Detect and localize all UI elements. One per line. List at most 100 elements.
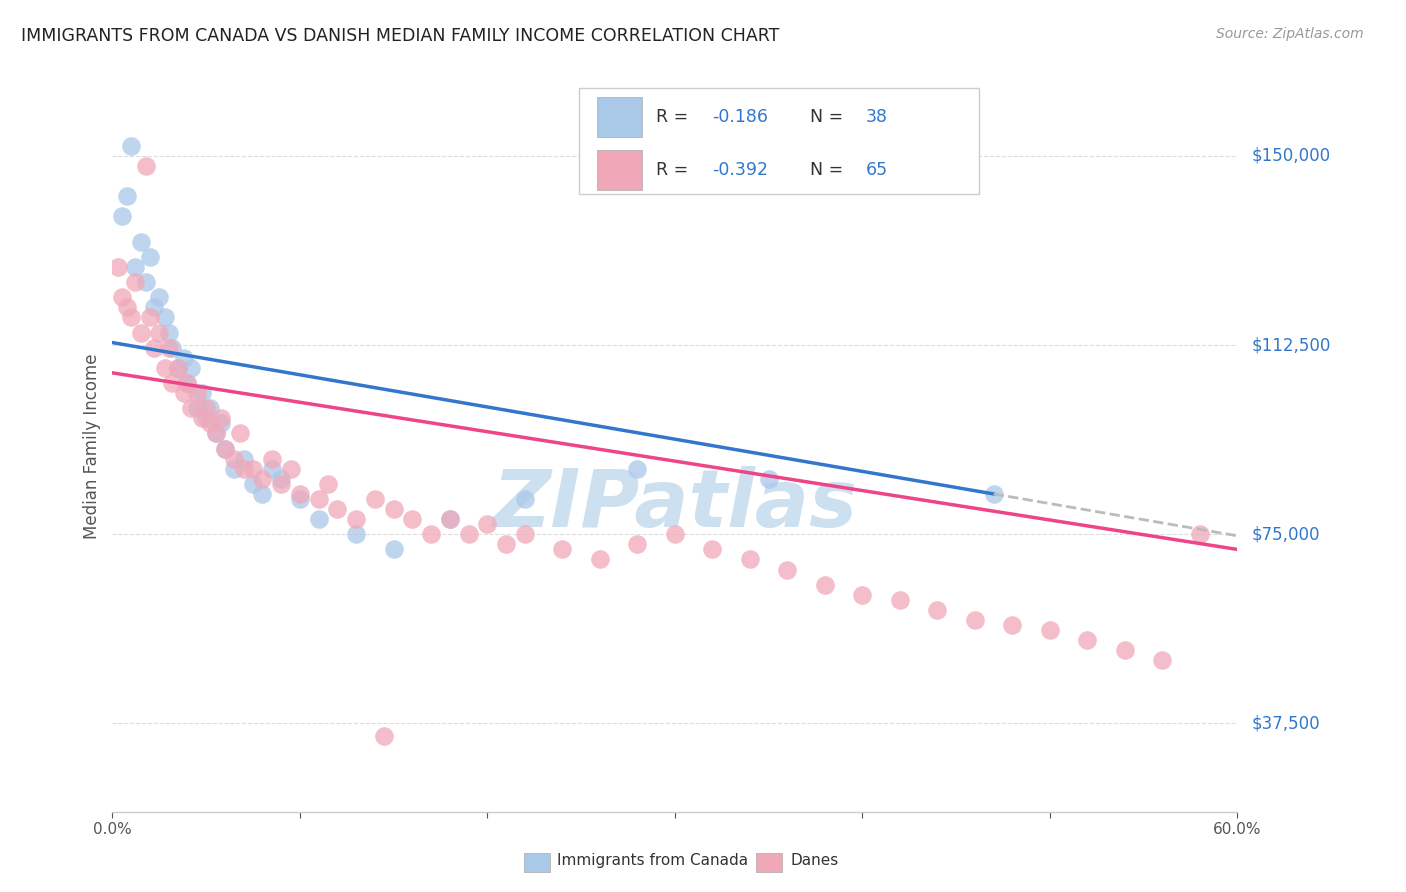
Point (551, 542, 574, 557)
Point (162, 341, 184, 355)
Text: R =: R = (655, 161, 693, 179)
Point (162, 376, 184, 390)
Point (124, 260, 146, 274)
Text: $75,000: $75,000 (1251, 525, 1320, 543)
Point (232, 461, 254, 475)
Point (120, 310, 142, 325)
Point (173, 386, 195, 401)
Point (111, 290, 134, 304)
Point (242, 461, 264, 475)
Point (373, 729, 395, 743)
Point (180, 401, 202, 416)
Point (107, 260, 129, 274)
Point (153, 310, 176, 325)
Point (1001, 618, 1024, 632)
Text: -0.392: -0.392 (711, 161, 768, 179)
Point (270, 472, 292, 486)
Point (142, 341, 165, 355)
FancyBboxPatch shape (598, 150, 643, 190)
Point (242, 476, 264, 491)
Text: Danes: Danes (790, 853, 838, 868)
Point (129, 326, 152, 340)
Point (664, 527, 686, 541)
Point (204, 426, 226, 441)
Point (1039, 623, 1062, 637)
Point (191, 411, 214, 425)
Point (186, 386, 208, 401)
Point (344, 512, 367, 526)
Point (288, 491, 311, 506)
Point (364, 491, 387, 506)
Point (889, 592, 911, 607)
Point (252, 487, 274, 501)
Point (176, 376, 198, 390)
Point (129, 235, 152, 249)
FancyBboxPatch shape (598, 97, 643, 137)
Point (401, 512, 423, 526)
Point (232, 451, 254, 466)
Point (252, 472, 274, 486)
Point (209, 411, 232, 425)
Point (457, 527, 479, 541)
Text: Immigrants from Canada: Immigrants from Canada (557, 853, 748, 868)
Point (198, 417, 221, 431)
Text: 65: 65 (866, 161, 889, 179)
Point (153, 360, 176, 375)
Point (157, 326, 180, 340)
Point (308, 491, 330, 506)
Point (214, 442, 236, 456)
Point (326, 502, 349, 516)
Point (382, 542, 405, 557)
Point (224, 461, 246, 475)
Point (224, 451, 246, 466)
Point (157, 341, 180, 355)
Point (1076, 633, 1098, 648)
Point (191, 386, 214, 401)
Text: $112,500: $112,500 (1251, 336, 1330, 354)
Point (195, 411, 218, 425)
Point (963, 613, 986, 627)
Point (382, 502, 405, 516)
Point (135, 275, 157, 289)
Point (495, 537, 517, 551)
Text: -0.186: -0.186 (711, 108, 768, 127)
Text: $150,000: $150,000 (1251, 147, 1330, 165)
Text: $37,500: $37,500 (1251, 714, 1320, 732)
Point (851, 588, 873, 602)
Point (148, 290, 170, 304)
Point (280, 461, 302, 475)
Text: N =: N = (810, 108, 849, 127)
Point (135, 159, 157, 173)
Point (260, 461, 283, 475)
Point (702, 542, 724, 557)
Point (148, 326, 170, 340)
Point (270, 476, 292, 491)
Point (439, 512, 461, 526)
Point (120, 139, 142, 153)
Text: Source: ZipAtlas.com: Source: ZipAtlas.com (1216, 27, 1364, 41)
Point (124, 275, 146, 289)
Text: N =: N = (810, 161, 849, 179)
Y-axis label: Median Family Income: Median Family Income (83, 353, 101, 539)
Point (814, 578, 837, 592)
Point (758, 472, 780, 486)
Text: 38: 38 (866, 108, 889, 127)
Point (1188, 527, 1211, 541)
Point (626, 537, 648, 551)
Point (167, 360, 190, 375)
Point (195, 401, 218, 416)
Text: IMMIGRANTS FROM CANADA VS DANISH MEDIAN FAMILY INCOME CORRELATION CHART: IMMIGRANTS FROM CANADA VS DANISH MEDIAN … (21, 27, 779, 45)
Point (477, 517, 499, 532)
Point (927, 603, 949, 617)
Point (344, 527, 367, 541)
Point (1152, 653, 1174, 667)
Point (198, 401, 221, 416)
Point (229, 426, 252, 441)
Point (214, 442, 236, 456)
Point (176, 376, 198, 390)
Point (513, 527, 536, 541)
Text: ZIPatlas: ZIPatlas (492, 466, 858, 543)
Point (513, 491, 536, 506)
Point (439, 512, 461, 526)
Point (167, 360, 190, 375)
